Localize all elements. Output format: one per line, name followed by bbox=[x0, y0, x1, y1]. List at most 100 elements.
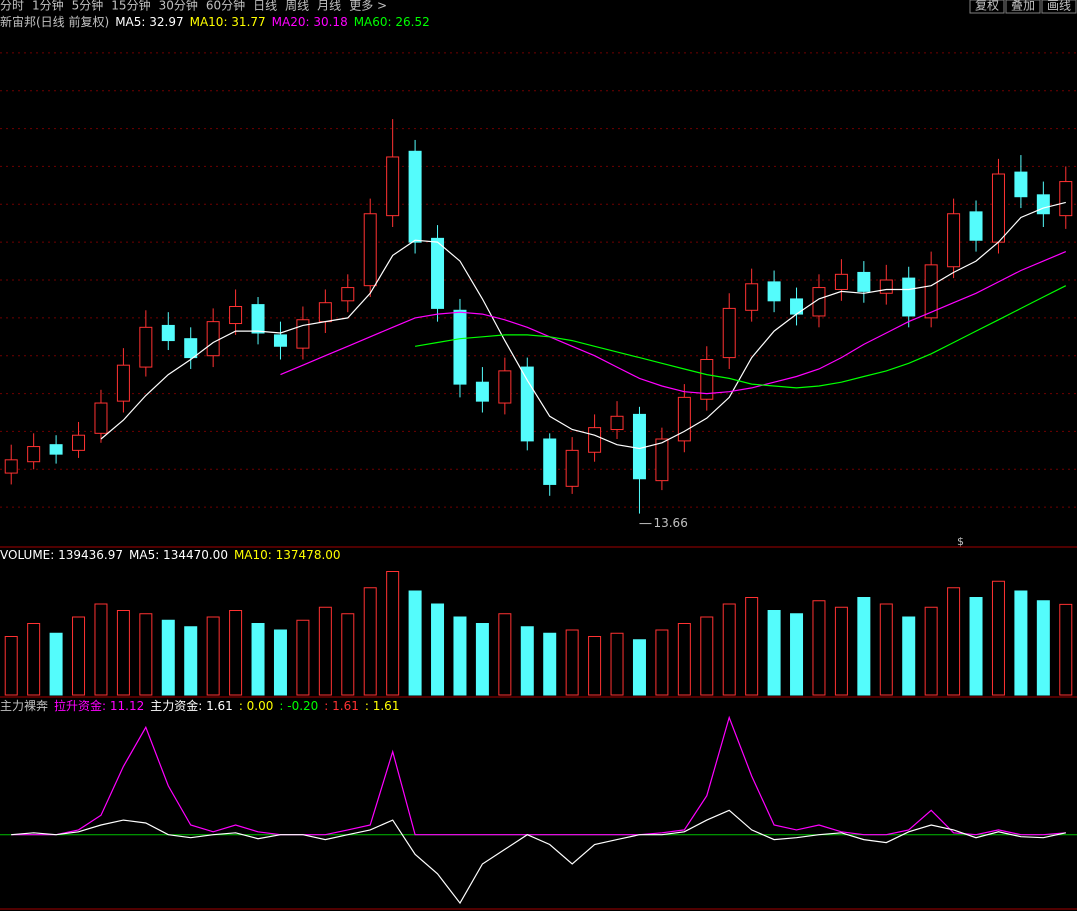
volume-bar bbox=[27, 623, 41, 696]
candle-body bbox=[677, 396, 691, 442]
timeframe-tab[interactable]: 日线 bbox=[253, 0, 277, 13]
volume-bar bbox=[543, 632, 557, 696]
indicator-line bbox=[11, 715, 1066, 836]
candle-body bbox=[857, 271, 871, 292]
volume-bar bbox=[386, 571, 400, 696]
volume-bar bbox=[924, 606, 938, 696]
volume-bar bbox=[229, 610, 243, 696]
toolbar-button-label[interactable]: 画线 bbox=[1047, 0, 1071, 13]
volume-bar bbox=[4, 636, 18, 696]
candle-body bbox=[206, 321, 220, 357]
timeframe-tab[interactable]: 1分钟 bbox=[32, 0, 64, 13]
candle-body bbox=[655, 438, 669, 482]
candle-body bbox=[139, 326, 153, 368]
candle-body bbox=[812, 287, 826, 317]
candle-body bbox=[431, 237, 445, 309]
toolbar-button-label[interactable]: 复权 bbox=[975, 0, 999, 13]
timeframe-tab[interactable]: 60分钟 bbox=[206, 0, 245, 13]
candle-body bbox=[1014, 171, 1028, 198]
candle-body bbox=[722, 307, 736, 359]
timeframe-tab[interactable]: 5分钟 bbox=[72, 0, 104, 13]
legend-title: 主力裸奔 bbox=[0, 698, 48, 713]
legend-entry: : -0.20 bbox=[279, 699, 318, 713]
candle-body bbox=[386, 156, 400, 217]
timeframe-tab[interactable]: 30分钟 bbox=[159, 0, 198, 13]
volume-bar bbox=[341, 613, 355, 696]
volume-bar bbox=[251, 623, 265, 696]
timeframe-tab[interactable]: 15分钟 bbox=[111, 0, 150, 13]
volume-bar bbox=[969, 597, 983, 696]
volume-bar bbox=[273, 629, 287, 696]
volume-bar bbox=[834, 606, 848, 696]
candle-body bbox=[924, 264, 938, 319]
candle-body bbox=[588, 427, 602, 453]
volume-bar bbox=[790, 613, 804, 696]
volume-bar bbox=[745, 597, 759, 696]
volume-bar bbox=[475, 623, 489, 696]
volume-bar bbox=[565, 629, 579, 696]
volume-bar bbox=[1036, 600, 1050, 696]
candle-body bbox=[565, 449, 579, 487]
candle-body bbox=[475, 381, 489, 402]
candle-body bbox=[991, 173, 1005, 243]
legend-entry: : 1.61 bbox=[365, 699, 400, 713]
candle-body bbox=[969, 211, 983, 241]
candle-body bbox=[116, 364, 130, 402]
volume-bar bbox=[498, 613, 512, 696]
legend-entry: MA60: 26.52 bbox=[354, 15, 430, 29]
legend-entry: MA5: 134470.00 bbox=[129, 548, 228, 562]
candle-body bbox=[27, 446, 41, 463]
candle-body bbox=[251, 304, 265, 334]
toolbar-button[interactable] bbox=[969, 0, 1005, 14]
volume-bar bbox=[49, 632, 63, 696]
timeframe-tab[interactable]: 月线 bbox=[317, 0, 341, 13]
volume-bar bbox=[722, 603, 736, 696]
volume-bar bbox=[677, 623, 691, 696]
candle-body bbox=[834, 273, 848, 290]
toolbar-button[interactable] bbox=[1041, 0, 1077, 14]
volume-bar bbox=[902, 616, 916, 696]
volume-bar bbox=[610, 632, 624, 696]
ma-line bbox=[414, 285, 1067, 389]
candle-body bbox=[543, 438, 557, 485]
candle-body bbox=[879, 279, 893, 294]
candle-body bbox=[453, 309, 467, 385]
candle-body bbox=[745, 283, 759, 311]
legend-entry: : 0.00 bbox=[239, 699, 274, 713]
volume-bar bbox=[1059, 603, 1073, 696]
candle-body bbox=[520, 366, 534, 442]
legend: 主力裸奔 拉升资金: 11.12 主力资金: 1.61: 0.00: -0.20: … bbox=[0, 698, 399, 713]
volume-bar bbox=[632, 639, 646, 696]
legend-entry: 主力资金: 1.61 bbox=[150, 698, 233, 713]
candle-body bbox=[632, 413, 646, 480]
volume-bar bbox=[655, 629, 669, 696]
candle-body bbox=[4, 459, 18, 474]
legend-title: 新宙邦(日线 前复权) bbox=[0, 14, 109, 29]
volume-bar bbox=[206, 616, 220, 696]
legend: VOLUME: 139436.97 MA5: 134470.00 MA10: 137… bbox=[0, 548, 341, 562]
candle-body bbox=[610, 415, 624, 431]
ma-line bbox=[280, 251, 1067, 395]
ma-line bbox=[100, 201, 1066, 450]
volume-bar bbox=[1014, 590, 1028, 696]
volume-bar bbox=[408, 590, 422, 696]
candle-body bbox=[341, 287, 355, 302]
legend-entry: VOLUME: 139436.97 bbox=[0, 548, 123, 562]
volume-bar bbox=[161, 619, 175, 696]
candle-body bbox=[318, 302, 332, 323]
timeframe-tab[interactable]: 分时 bbox=[0, 0, 24, 13]
toolbar-button[interactable] bbox=[1005, 0, 1041, 14]
candle-body bbox=[498, 370, 512, 404]
legend-entry: : 1.61 bbox=[324, 699, 359, 713]
timeframe-tab[interactable]: 周线 bbox=[285, 0, 309, 13]
volume-bar bbox=[991, 580, 1005, 696]
toolbar-button-label[interactable]: 叠加 bbox=[1011, 0, 1035, 13]
timeframe-tab[interactable]: 更多 > bbox=[349, 0, 387, 13]
annotation: 13.66 bbox=[653, 516, 687, 530]
volume-bar bbox=[184, 626, 198, 696]
candle-body bbox=[1036, 194, 1050, 215]
volume-bar bbox=[767, 610, 781, 696]
volume-bar bbox=[72, 616, 86, 696]
volume-bar bbox=[588, 636, 602, 696]
volume-bar bbox=[363, 587, 377, 696]
